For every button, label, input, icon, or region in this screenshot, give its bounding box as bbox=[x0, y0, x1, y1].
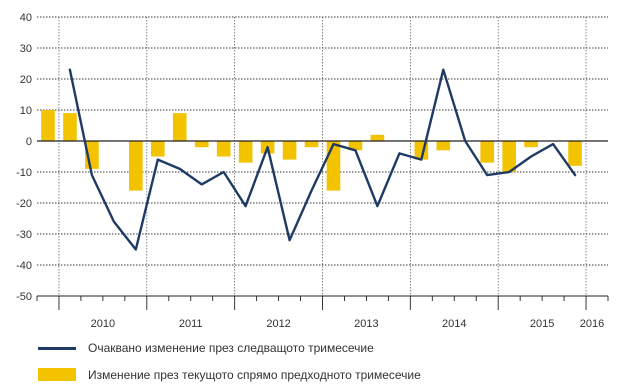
y-tick-label: 10 bbox=[20, 105, 32, 117]
bar bbox=[370, 134, 385, 141]
line-path bbox=[68, 68, 577, 251]
bar bbox=[524, 141, 538, 148]
y-tick-label: -40 bbox=[16, 260, 32, 272]
y-tick-label: 30 bbox=[20, 43, 32, 55]
x-tick-label: 2016 bbox=[580, 318, 604, 330]
y-tick-label: -20 bbox=[16, 198, 32, 210]
x-tick-label: 2015 bbox=[530, 318, 554, 330]
bar bbox=[238, 141, 253, 163]
x-tick-label: 2010 bbox=[91, 318, 115, 330]
bar bbox=[304, 141, 319, 148]
bar bbox=[150, 141, 165, 157]
y-tick-label: 20 bbox=[20, 74, 32, 86]
bar bbox=[172, 113, 187, 141]
grid bbox=[37, 16, 608, 297]
bar bbox=[129, 141, 143, 191]
x-axis: 2010 2011 2012 2013 2014 2015 2016 bbox=[36, 295, 609, 330]
bar bbox=[41, 110, 55, 141]
legend-bar-swatch bbox=[38, 368, 76, 381]
bar bbox=[436, 141, 451, 151]
legend-bar-label: Изменение през текущото спрямо предходно… bbox=[88, 368, 421, 382]
legend-line-swatch bbox=[38, 347, 76, 350]
bar bbox=[480, 141, 495, 163]
y-tick-label: -10 bbox=[16, 167, 32, 179]
y-tick-label: -30 bbox=[16, 229, 32, 241]
bar bbox=[348, 141, 363, 151]
x-tick-label: 2014 bbox=[442, 318, 466, 330]
bar bbox=[194, 141, 209, 148]
legend-line-label: Очаквано изменение през следващото триме… bbox=[88, 341, 374, 355]
bar bbox=[63, 113, 77, 141]
y-tick-label: 40 bbox=[20, 12, 32, 24]
legend-item-line: Очаквано изменение през следващото триме… bbox=[38, 339, 608, 357]
bar bbox=[568, 141, 582, 166]
legend-item-bar: Изменение през текущото спрямо предходно… bbox=[38, 366, 608, 384]
x-tick-label: 2011 bbox=[179, 318, 203, 330]
y-tick-label: -50 bbox=[16, 291, 32, 303]
line-series bbox=[68, 68, 577, 251]
y-axis-tick-labels: 40 30 20 10 0 -10 -20 -30 -40 -50 bbox=[16, 12, 32, 303]
bar bbox=[216, 141, 231, 157]
bar bbox=[282, 141, 297, 160]
bar bbox=[502, 141, 516, 172]
x-tick-label: 2013 bbox=[354, 318, 378, 330]
bar-series bbox=[41, 110, 582, 191]
y-tick-label: 0 bbox=[26, 136, 32, 148]
bar bbox=[326, 141, 341, 191]
x-tick-label: 2012 bbox=[266, 318, 290, 330]
